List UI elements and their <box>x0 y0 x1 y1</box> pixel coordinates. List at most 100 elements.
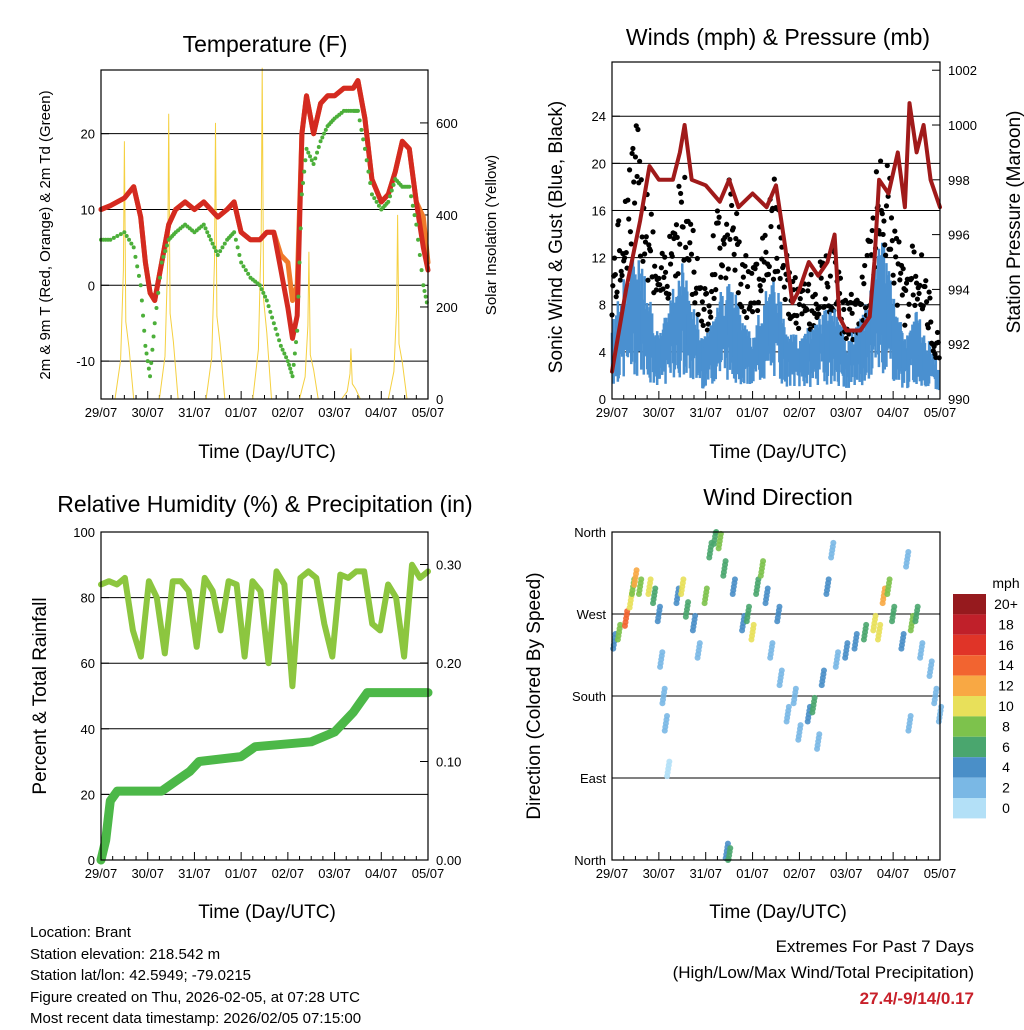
wind-direction-point <box>872 612 879 619</box>
gust-point <box>691 269 697 275</box>
legend-swatch <box>953 634 986 656</box>
gust-point <box>881 218 887 224</box>
dewpoint-point <box>421 283 426 288</box>
gust-point <box>626 167 633 173</box>
gust-point <box>744 283 751 290</box>
winds-title: Winds (mph) & Pressure (mb) <box>626 24 930 50</box>
gust-point <box>867 238 874 244</box>
legend-swatch <box>953 757 986 778</box>
gust-point <box>806 321 813 327</box>
gust-point <box>710 233 716 239</box>
precipitation-line <box>96 688 433 865</box>
y-right-tick-label: 0.20 <box>436 656 461 671</box>
x-tick-label: 02/07 <box>272 405 305 420</box>
gust-point <box>841 306 847 313</box>
gust-point <box>811 310 818 316</box>
dewpoint-point <box>419 268 424 273</box>
gust-point <box>862 305 869 311</box>
dewpoint-point <box>374 199 379 204</box>
gust-point <box>918 252 925 258</box>
dewpoint-point <box>142 328 147 333</box>
gust-point <box>635 126 641 133</box>
gust-point <box>922 283 928 290</box>
gust-point <box>642 251 648 257</box>
gust-point <box>749 309 756 315</box>
wind-direction-title: Wind Direction <box>703 484 853 510</box>
gust-point <box>719 263 726 269</box>
gust-point <box>702 285 708 292</box>
dewpoint-point <box>264 298 269 303</box>
gust-point <box>879 211 885 217</box>
x-tick-label: 29/07 <box>596 405 629 420</box>
wind-direction-point <box>863 621 870 628</box>
gust-point <box>666 291 672 297</box>
legend-label: 20+ <box>994 596 1018 612</box>
gust-point <box>638 177 644 183</box>
dewpoint-point <box>288 366 293 371</box>
gust-point <box>812 291 818 297</box>
y-tick-label: 0 <box>88 853 95 868</box>
gust-point <box>843 335 849 342</box>
gust-point <box>740 274 746 280</box>
dewpoint-point <box>323 127 328 132</box>
gust-point <box>616 248 623 254</box>
extremes-subtitle: (High/Low/Max Wind/Total Precipitation) <box>672 963 974 982</box>
gust-point <box>729 202 735 209</box>
x-tick-label: 31/07 <box>178 866 211 881</box>
legend-label: 6 <box>1002 739 1010 755</box>
y-tick-label: 24 <box>592 109 606 124</box>
dewpoint-point <box>357 118 362 123</box>
gust-point <box>816 304 823 310</box>
dewpoint-point <box>296 294 301 299</box>
dewpoint-point <box>391 182 396 187</box>
gust-point <box>793 320 799 326</box>
gust-point <box>653 287 659 293</box>
gust-point <box>660 286 666 292</box>
gust-point <box>637 253 644 259</box>
x-tick-label: 05/07 <box>412 405 445 420</box>
legend-label: 18 <box>998 616 1014 632</box>
gust-point <box>662 254 668 260</box>
legend-swatch <box>953 798 986 819</box>
gust-point <box>902 322 908 328</box>
x-tick-label: 31/07 <box>689 405 722 420</box>
dewpoint-point <box>111 235 116 240</box>
dewpoint-point <box>143 343 148 348</box>
gust-point <box>735 290 741 296</box>
gust-point <box>674 234 680 241</box>
dewpoint-point <box>303 158 308 163</box>
gust-point <box>859 274 865 280</box>
gust-point <box>664 283 670 290</box>
legend-swatch <box>953 675 986 696</box>
humidity-xlabel: Time (Day/UTC) <box>198 902 336 923</box>
wind-direction-point <box>664 713 671 720</box>
wind-direction-point <box>659 649 666 656</box>
gust-point <box>652 263 658 269</box>
gust-point <box>698 318 705 324</box>
y-tick-label: 10 <box>81 202 95 217</box>
solar-insolation-line <box>252 67 272 400</box>
gust-point <box>861 281 867 287</box>
legend-swatch <box>953 614 986 635</box>
dewpoint-point <box>412 213 417 218</box>
x-tick-label: 04/07 <box>877 405 910 420</box>
gust-point <box>913 273 919 279</box>
dewpoint-point <box>212 245 217 250</box>
extremes-box: Extremes For Past 7 Days (High/Low/Max W… <box>673 934 974 1012</box>
legend-title: mph <box>992 575 1019 591</box>
gust-point <box>752 266 758 272</box>
x-tick-label: 03/07 <box>830 405 863 420</box>
gust-point <box>924 299 930 305</box>
dewpoint-point <box>246 271 251 276</box>
gust-point <box>625 197 631 203</box>
gust-point <box>618 268 624 274</box>
wind-direction-point <box>907 713 914 720</box>
gust-point <box>739 304 745 310</box>
gust-point <box>751 300 757 306</box>
gust-point <box>912 302 918 309</box>
gust-point <box>847 306 853 312</box>
gust-point <box>821 304 828 310</box>
gust-point <box>744 314 750 321</box>
dewpoint-point <box>308 154 313 159</box>
legend-label: 16 <box>998 637 1014 653</box>
